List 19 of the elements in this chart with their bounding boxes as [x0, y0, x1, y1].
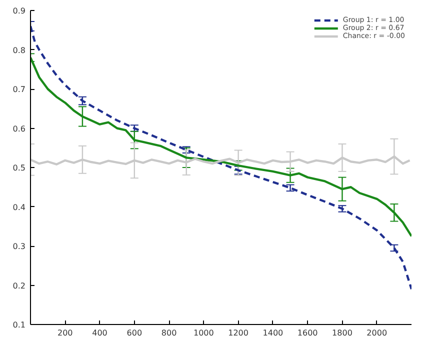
y-tick-label: 0.7: [12, 85, 26, 94]
y-tick-label: 0.5: [12, 164, 26, 172]
y-tick-label: 0.8: [12, 46, 26, 55]
x-tick-label: 1200: [228, 328, 248, 338]
x-tick-label: 200: [58, 328, 73, 338]
y-tick-label: 0.2: [12, 281, 26, 290]
x-tick-label: 1600: [297, 328, 318, 338]
y-tick-label: 0.6: [12, 124, 26, 134]
y-tick-label: 0.9: [12, 6, 26, 16]
x-tick-label: 1800: [332, 328, 352, 338]
x-tick-label: 2000: [366, 328, 388, 338]
x-tick-label: 800: [161, 328, 177, 338]
y-tick-label: 0.3: [12, 242, 26, 251]
x-tick-label: 1000: [194, 328, 214, 338]
y-tick-label: 0.1: [12, 320, 26, 330]
x-tick-label: 600: [126, 328, 142, 338]
y-tick-label: 0.4: [12, 202, 26, 212]
x-tick-label: 400: [92, 328, 108, 338]
x-tick-label: 1400: [262, 328, 284, 338]
